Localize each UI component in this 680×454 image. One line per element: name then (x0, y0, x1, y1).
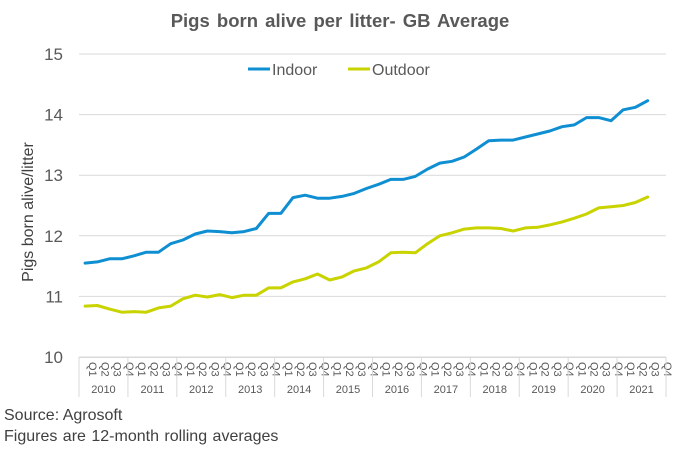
y-tick-label: 15 (44, 45, 63, 64)
x-tick-label-quarter: Q4 (318, 362, 330, 377)
series-lines (83, 99, 650, 314)
x-tick-label-quarter: Q1 (526, 362, 538, 377)
x-tick-label-quarter: Q4 (172, 362, 184, 377)
x-tick-label-quarter: Q3 (453, 362, 465, 377)
x-tick-label-quarter: Q2 (147, 362, 159, 377)
x-tick-label-quarter: Q1 (331, 362, 343, 377)
x-tick-label-quarter: Q1 (380, 362, 392, 377)
x-tick-label-quarter: Q3 (159, 362, 171, 377)
x-tick-label-quarter: Q1 (233, 362, 245, 377)
x-tick-label-quarter: Q2 (392, 362, 404, 377)
x-tick-label-quarter: Q4 (465, 362, 477, 377)
x-tick-label-quarter: Q4 (367, 362, 379, 377)
legend-label-outdoor: Outdoor (372, 62, 430, 79)
x-tick-label-quarter: Q2 (98, 362, 110, 377)
x-tick-label-quarter: Q2 (490, 362, 502, 377)
x-tick-label-year: 2016 (385, 384, 409, 396)
gridlines (79, 53, 666, 358)
x-tick-label-quarter: Q3 (404, 362, 416, 377)
x-tick-label-quarter: Q2 (196, 362, 208, 377)
x-tick-label-year: 2021 (629, 384, 653, 396)
x-tick-label-year: 2019 (531, 384, 555, 396)
x-tick-label-quarter: Q2 (441, 362, 453, 377)
y-tick-label: 13 (44, 166, 63, 185)
x-tick-label-quarter: Q2 (294, 362, 306, 377)
x-tick-label-quarter: Q3 (111, 362, 123, 377)
x-tick-label-quarter: Q2 (539, 362, 551, 377)
legend: Indoor Outdoor (248, 62, 430, 79)
chart-title: Pigs born alive per litter- GB Average (170, 10, 510, 31)
y-tick-label: 10 (44, 348, 63, 367)
series-line-outdoor (83, 195, 650, 314)
x-tick-label-quarter: Q3 (649, 362, 661, 377)
x-tick-label-year: 2014 (287, 384, 311, 396)
x-tick-label-quarter: Q4 (612, 362, 624, 377)
x-tick-label-quarter: Q4 (221, 362, 233, 377)
y-tick-label: 12 (44, 227, 63, 246)
y-tick-label: 11 (45, 287, 63, 306)
x-tick-label-year: 2018 (483, 384, 507, 396)
x-tick-label-quarter: Q3 (551, 362, 563, 377)
x-tick-label-year: 2012 (189, 384, 213, 396)
y-tick-label: 14 (44, 106, 63, 125)
x-tick-label-quarter: Q3 (355, 362, 367, 377)
x-tick-label-quarter: Q1 (135, 362, 147, 377)
x-tick-label-quarter: Q4 (123, 362, 135, 377)
x-tick-label-quarter: Q1 (477, 362, 489, 377)
x-tick-label-quarter: Q3 (600, 362, 612, 377)
x-tick-label-quarter: Q3 (257, 362, 269, 377)
x-tick-label-quarter: Q4 (563, 362, 575, 377)
x-tick-label-quarter: Q2 (636, 362, 648, 377)
x-tick-label-quarter: Q1 (575, 362, 587, 377)
x-tick-label-quarter: Q4 (514, 362, 526, 377)
x-tick-label-quarter: Q2 (588, 362, 600, 377)
x-tick-label-quarter: Q3 (306, 362, 318, 377)
x-tick-label-quarter: Q3 (208, 362, 220, 377)
x-tick-label-quarter: Q2 (343, 362, 355, 377)
x-tick-label-quarter: Q1 (624, 362, 636, 377)
x-tick-label-quarter: Q4 (661, 362, 673, 377)
series-line-indoor (83, 99, 650, 265)
x-tick-label-quarter: Q4 (416, 362, 428, 377)
x-tick-label-year: 2020 (580, 384, 604, 396)
x-tick-label-year: 2017 (434, 384, 458, 396)
source-note: Source: Agrosoft (4, 407, 123, 424)
x-tick-label-quarter: Q1 (184, 362, 196, 377)
legend-label-indoor: Indoor (272, 62, 318, 79)
footnote: Figures are 12-month rolling averages (4, 428, 279, 445)
y-axis-label: Pigs born alive/litter (20, 142, 37, 282)
y-axis-ticks: 10 11 12 13 14 15 (44, 45, 63, 367)
x-tick-label-quarter: Q1 (429, 362, 441, 377)
x-tick-label-year: 2010 (91, 384, 115, 396)
x-tick-label-quarter: Q1 (282, 362, 294, 377)
x-tick-label-quarter: Q3 (502, 362, 514, 377)
x-tick-label-quarter: Q1 (86, 362, 98, 377)
x-tick-label-year: 2011 (141, 384, 165, 396)
x-tick-label-year: 2015 (336, 384, 360, 396)
x-tick-label-quarter: Q2 (245, 362, 257, 377)
x-tick-label-year: 2013 (238, 384, 262, 396)
x-tick-label-quarter: Q4 (270, 362, 282, 377)
